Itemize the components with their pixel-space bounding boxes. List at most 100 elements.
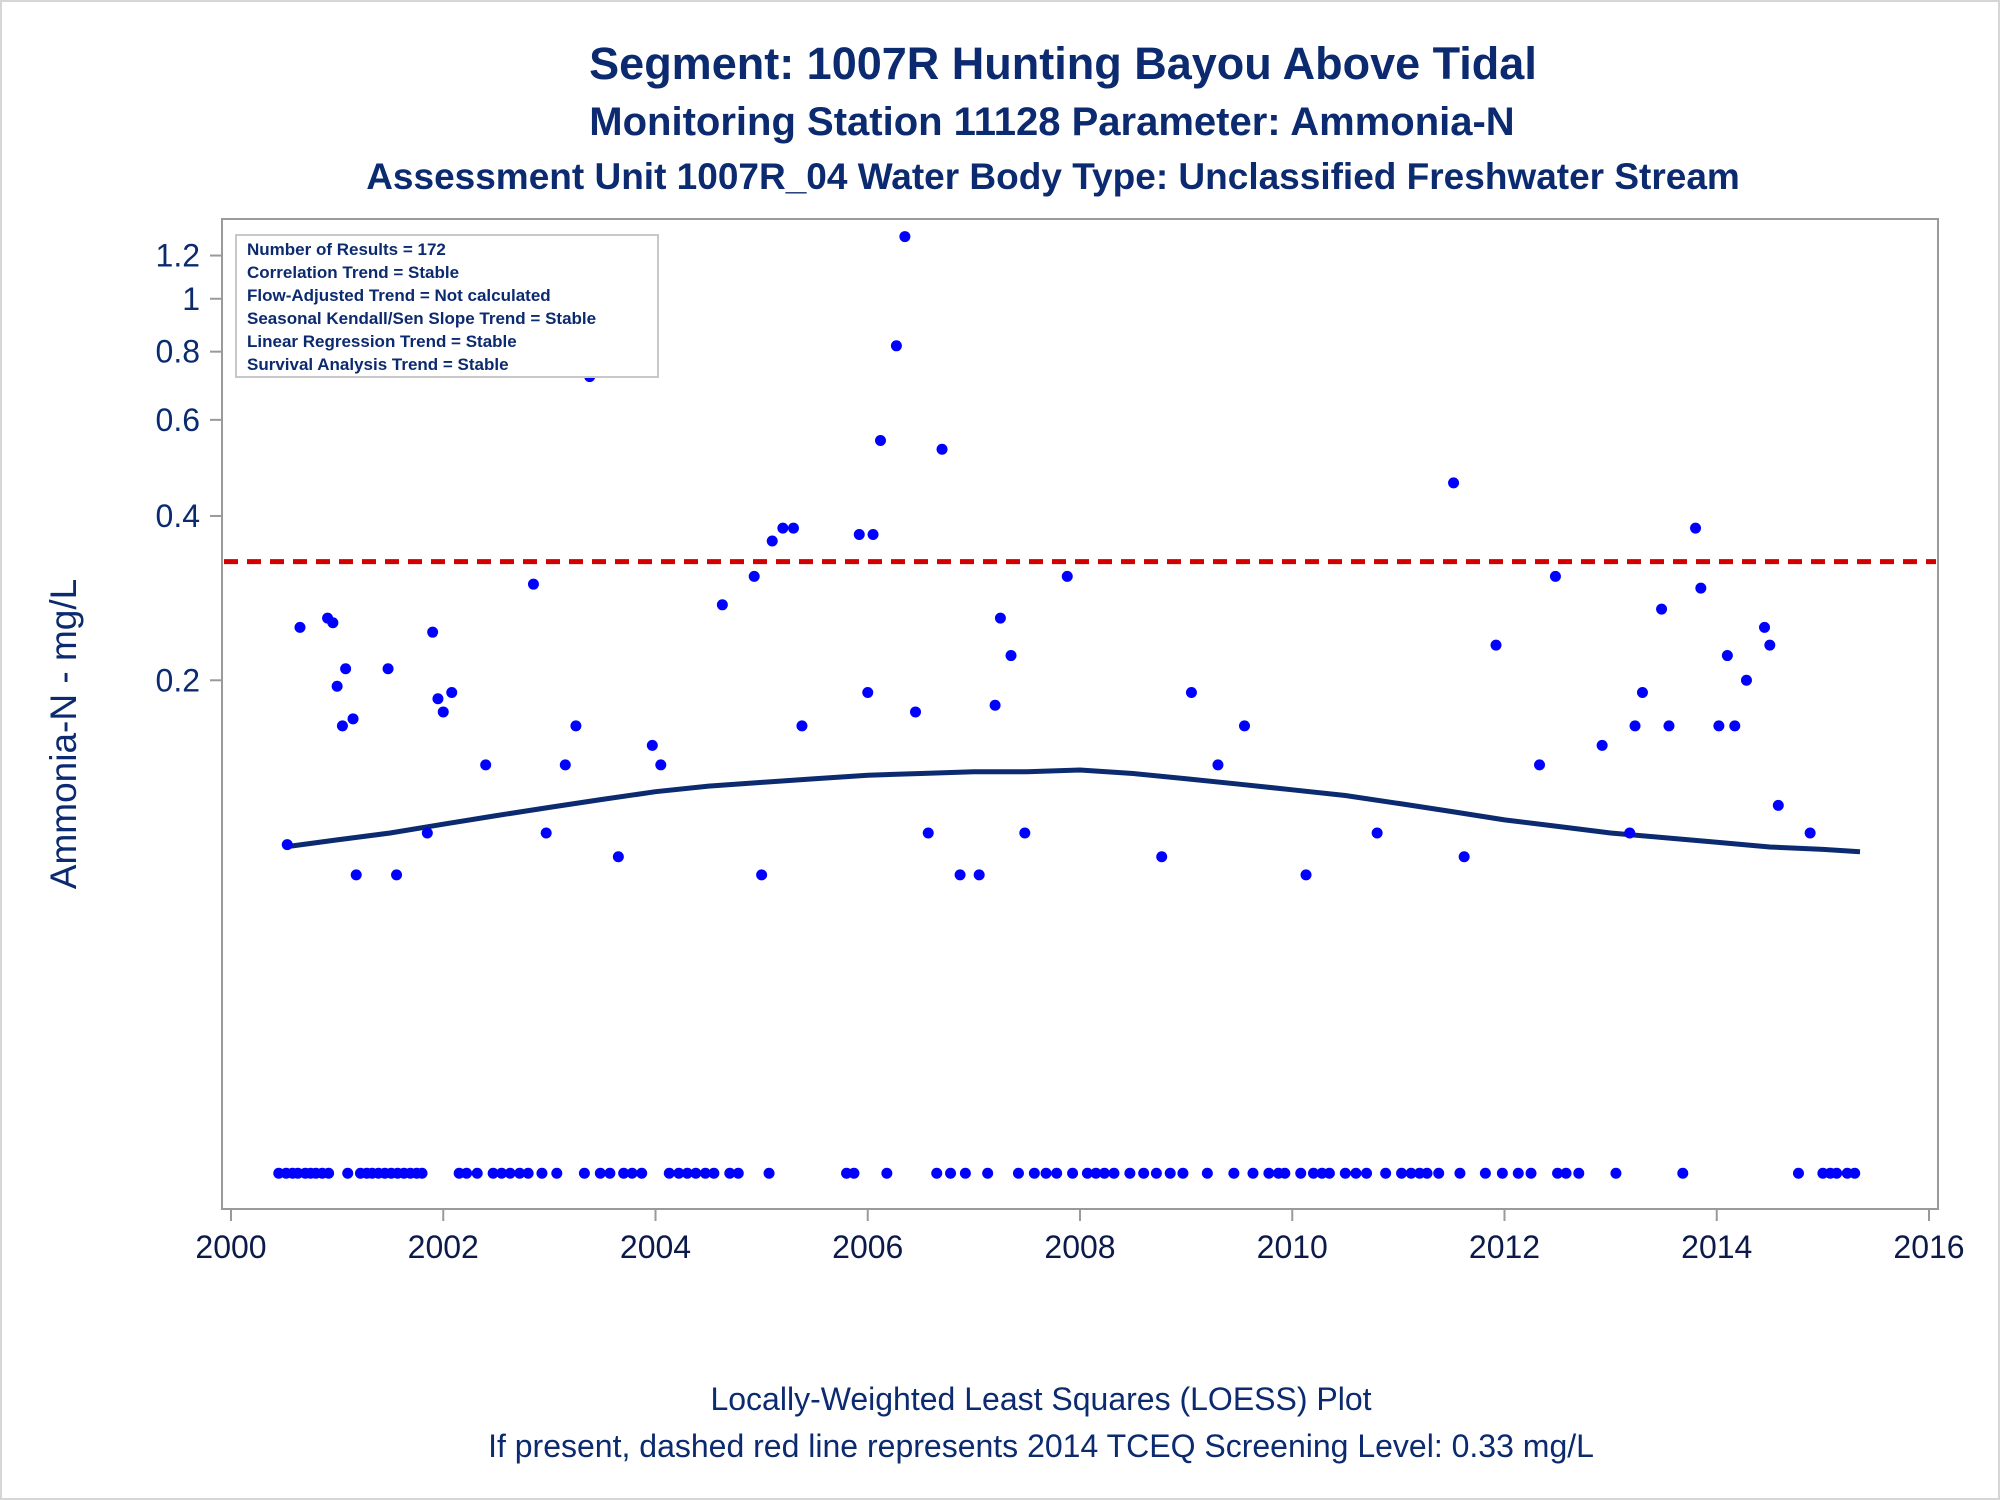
data-point-low xyxy=(1090,1167,1102,1179)
data-point xyxy=(910,706,922,718)
data-point xyxy=(612,851,624,863)
x-tick-label: 2014 xyxy=(1681,1229,1752,1265)
data-point xyxy=(432,693,444,705)
data-point xyxy=(382,663,394,675)
data-point-low xyxy=(1339,1167,1351,1179)
data-point xyxy=(340,663,352,675)
data-point-low xyxy=(1228,1167,1240,1179)
data-point-low xyxy=(1098,1167,1110,1179)
data-point-low xyxy=(471,1167,483,1179)
data-point xyxy=(1212,759,1224,771)
data-point xyxy=(1458,851,1470,863)
data-point-low xyxy=(1263,1167,1275,1179)
data-point xyxy=(796,720,808,732)
data-point xyxy=(1005,650,1017,662)
data-point-low xyxy=(1164,1167,1176,1179)
data-point-low xyxy=(1307,1167,1319,1179)
data-point-low xyxy=(1610,1167,1622,1179)
data-point-low xyxy=(1323,1167,1335,1179)
data-point xyxy=(716,599,728,611)
data-point xyxy=(446,686,458,698)
y-tick-label: 0.6 xyxy=(156,402,200,438)
data-point-low xyxy=(1396,1167,1408,1179)
data-point xyxy=(1740,674,1752,686)
data-point-low xyxy=(1512,1167,1524,1179)
data-point xyxy=(1663,720,1675,732)
data-point xyxy=(540,827,552,839)
data-point xyxy=(954,869,966,881)
data-point xyxy=(294,621,306,633)
data-point xyxy=(281,839,293,851)
data-point-low xyxy=(982,1167,994,1179)
data-point xyxy=(1371,827,1383,839)
data-point-low xyxy=(536,1167,548,1179)
info-box-line: Seasonal Kendall/Sen Slope Trend = Stabl… xyxy=(247,309,596,328)
data-point-low xyxy=(1012,1167,1024,1179)
loess-curve xyxy=(283,767,1861,855)
data-point-low xyxy=(1573,1167,1585,1179)
data-point-low xyxy=(1454,1167,1466,1179)
data-point-low xyxy=(1560,1167,1572,1179)
data-point-low xyxy=(708,1167,720,1179)
data-point-low xyxy=(1849,1167,1861,1179)
data-point-low xyxy=(594,1167,606,1179)
data-point-low xyxy=(959,1167,971,1179)
data-point-low xyxy=(514,1167,526,1179)
data-point xyxy=(421,827,433,839)
chart-title: Segment: 1007R Hunting Bayou Above Tidal xyxy=(589,38,1537,89)
data-point xyxy=(331,680,343,692)
data-point xyxy=(347,713,359,725)
data-point xyxy=(1185,686,1197,698)
footnote-screening-level: If present, dashed red line represents 2… xyxy=(488,1428,1594,1464)
data-point xyxy=(989,699,1001,711)
data-point-low xyxy=(945,1167,957,1179)
data-point xyxy=(1624,827,1636,839)
data-point xyxy=(655,759,667,771)
x-tick-label: 2002 xyxy=(408,1229,479,1265)
data-point-low xyxy=(1040,1167,1052,1179)
x-tick-label: 2012 xyxy=(1469,1229,1540,1265)
data-point-low xyxy=(1405,1167,1417,1179)
x-tick-label: 2006 xyxy=(832,1229,903,1265)
data-point xyxy=(427,626,439,638)
data-point-low xyxy=(1380,1167,1392,1179)
data-point-low xyxy=(1479,1167,1491,1179)
data-point xyxy=(1019,827,1031,839)
data-point xyxy=(756,869,768,881)
data-point xyxy=(1713,720,1725,732)
data-point xyxy=(867,528,879,540)
y-tick-label: 1 xyxy=(182,281,200,317)
data-point xyxy=(1764,639,1776,651)
x-tick-label: 2004 xyxy=(620,1229,691,1265)
data-point xyxy=(437,706,449,718)
data-point-low xyxy=(1295,1167,1307,1179)
data-point-low xyxy=(487,1167,499,1179)
data-point-low xyxy=(848,1167,860,1179)
y-tick-label: 1.2 xyxy=(156,238,200,274)
data-point-low xyxy=(1081,1167,1093,1179)
data-point-low xyxy=(416,1167,428,1179)
data-point xyxy=(1804,827,1816,839)
info-box-line: Flow-Adjusted Trend = Not calculated xyxy=(247,286,551,305)
data-point-low xyxy=(1150,1167,1162,1179)
x-tick-label: 2008 xyxy=(1044,1229,1115,1265)
data-point-low xyxy=(1552,1167,1564,1179)
data-point xyxy=(1448,477,1460,489)
data-point-low xyxy=(1028,1167,1040,1179)
data-point xyxy=(1759,621,1771,633)
data-point-low xyxy=(1496,1167,1508,1179)
data-point xyxy=(391,869,403,881)
data-point-low xyxy=(1433,1167,1445,1179)
data-point xyxy=(646,739,658,751)
data-point-low xyxy=(551,1167,563,1179)
data-point xyxy=(570,720,582,732)
data-point-low xyxy=(881,1167,893,1179)
y-tick-label: 0.4 xyxy=(156,498,200,534)
info-box xyxy=(235,234,659,378)
data-point xyxy=(480,759,492,771)
x-tick-label: 2000 xyxy=(195,1229,266,1265)
data-point-low xyxy=(578,1167,590,1179)
info-box-line: Linear Regression Trend = Stable xyxy=(247,332,517,351)
